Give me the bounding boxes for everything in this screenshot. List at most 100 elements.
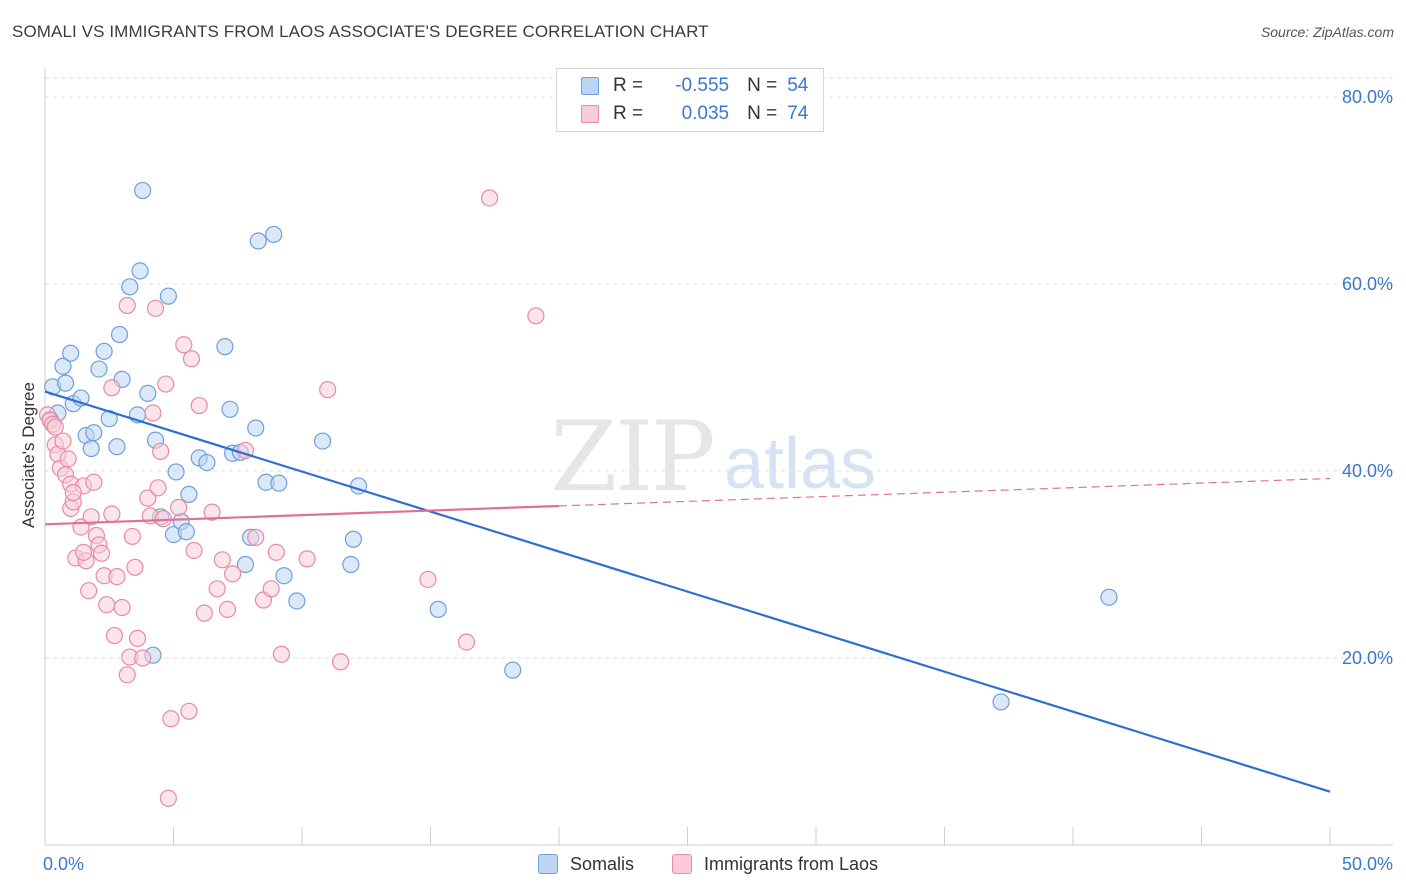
point-somalis bbox=[992, 693, 1010, 711]
legend-n-label: N = bbox=[747, 103, 778, 124]
point-somalis bbox=[1100, 588, 1118, 606]
point-somalis bbox=[429, 600, 447, 618]
correlation-legend: R = -0.555 N = 54 R = 0.035 N = 74 bbox=[556, 68, 824, 132]
trend-line-laos-dashed bbox=[558, 477, 1331, 507]
point-somalis bbox=[54, 357, 72, 375]
point-laos bbox=[80, 582, 98, 600]
point-laos bbox=[134, 649, 152, 667]
point-laos bbox=[118, 666, 136, 684]
tick-labels: 20.0% 40.0% 60.0% 80.0% 0.0% 50.0% bbox=[43, 87, 1393, 874]
point-laos bbox=[128, 629, 147, 647]
point-laos bbox=[190, 396, 208, 415]
point-laos bbox=[113, 598, 131, 617]
point-somalis bbox=[85, 424, 103, 442]
point-laos bbox=[46, 418, 64, 436]
legend-swatch-laos bbox=[581, 105, 599, 123]
axes bbox=[44, 68, 1393, 846]
bottom-legend-label: Immigrants from Laos bbox=[704, 853, 879, 874]
point-somalis bbox=[139, 384, 157, 402]
x-tick-label: 50.0% bbox=[1342, 854, 1393, 874]
point-laos bbox=[108, 568, 126, 586]
point-laos bbox=[298, 550, 316, 568]
point-laos bbox=[152, 442, 170, 460]
point-laos bbox=[144, 404, 162, 422]
point-laos bbox=[331, 653, 350, 671]
point-somalis bbox=[504, 661, 522, 679]
bottom-legend-laos[interactable]: Immigrants from Laos bbox=[672, 852, 878, 876]
point-somalis bbox=[180, 485, 198, 503]
y-tick-label: 20.0% bbox=[1342, 648, 1393, 668]
point-laos bbox=[139, 489, 157, 507]
point-somalis bbox=[95, 342, 113, 360]
x-tick-label: 0.0% bbox=[43, 854, 84, 874]
point-laos bbox=[272, 645, 291, 663]
point-somalis bbox=[121, 278, 139, 296]
point-somalis bbox=[177, 523, 195, 541]
point-somalis bbox=[247, 419, 265, 437]
point-laos bbox=[262, 580, 280, 598]
trend-line-laos-solid bbox=[44, 504, 560, 526]
point-laos bbox=[213, 551, 231, 569]
point-somalis bbox=[159, 287, 177, 305]
point-laos bbox=[182, 350, 201, 368]
bottom-legend-label: Somalis bbox=[570, 853, 635, 874]
point-laos bbox=[105, 626, 123, 645]
point-somalis bbox=[134, 181, 152, 200]
point-laos bbox=[118, 296, 136, 315]
point-somalis bbox=[270, 474, 288, 492]
point-laos bbox=[103, 505, 121, 523]
point-laos bbox=[103, 379, 121, 397]
point-somalis bbox=[108, 438, 126, 456]
point-laos bbox=[195, 604, 213, 622]
point-somalis bbox=[344, 530, 362, 548]
watermark: ZIP atlas bbox=[550, 401, 876, 513]
data-points bbox=[38, 181, 1118, 807]
point-somalis bbox=[216, 338, 234, 356]
point-laos bbox=[218, 600, 237, 618]
point-laos bbox=[149, 479, 167, 497]
legend-swatch-somalis bbox=[581, 77, 599, 95]
point-laos bbox=[146, 299, 165, 317]
point-somalis bbox=[275, 567, 293, 585]
watermark-zip: ZIP bbox=[550, 401, 713, 513]
legend-row-somalis: R = -0.555 N = 54 bbox=[581, 73, 808, 99]
point-laos bbox=[319, 381, 337, 399]
point-somalis bbox=[265, 225, 283, 244]
point-laos bbox=[54, 432, 72, 450]
chart-title: SOMALI VS IMMIGRANTS FROM LAOS ASSOCIATE… bbox=[12, 22, 709, 41]
point-laos bbox=[267, 543, 285, 561]
point-laos bbox=[247, 528, 265, 546]
legend-r-label: R = bbox=[613, 75, 644, 96]
point-laos bbox=[126, 558, 144, 576]
point-somalis bbox=[131, 262, 149, 280]
bottom-legend-swatch-somalis bbox=[538, 854, 558, 874]
point-somalis bbox=[288, 592, 306, 610]
point-laos bbox=[123, 527, 141, 546]
point-somalis bbox=[198, 453, 216, 472]
point-laos bbox=[154, 510, 172, 528]
point-laos bbox=[82, 508, 100, 526]
bottom-legend-somalis[interactable]: Somalis bbox=[538, 852, 634, 876]
trend-lines bbox=[44, 390, 1331, 793]
point-laos bbox=[527, 307, 545, 325]
y-axis-label: Associate's Degree bbox=[19, 382, 38, 528]
point-somalis bbox=[249, 232, 267, 250]
point-somalis bbox=[110, 325, 129, 344]
point-laos bbox=[185, 541, 203, 560]
point-somalis bbox=[221, 400, 239, 418]
point-laos bbox=[98, 596, 116, 614]
point-laos bbox=[208, 580, 226, 598]
source-label: Source: ZipAtlas.com bbox=[1260, 24, 1394, 40]
point-laos bbox=[180, 702, 198, 720]
bottom-legend-swatch-laos bbox=[672, 854, 692, 874]
point-somalis bbox=[56, 374, 75, 392]
point-laos bbox=[481, 189, 499, 207]
point-laos bbox=[85, 473, 103, 491]
point-laos bbox=[59, 450, 77, 468]
point-somalis bbox=[313, 432, 332, 450]
legend-r-value: -0.555 bbox=[675, 75, 730, 96]
point-somalis bbox=[342, 555, 360, 574]
point-laos bbox=[64, 483, 82, 502]
y-tick-label: 80.0% bbox=[1342, 87, 1393, 107]
